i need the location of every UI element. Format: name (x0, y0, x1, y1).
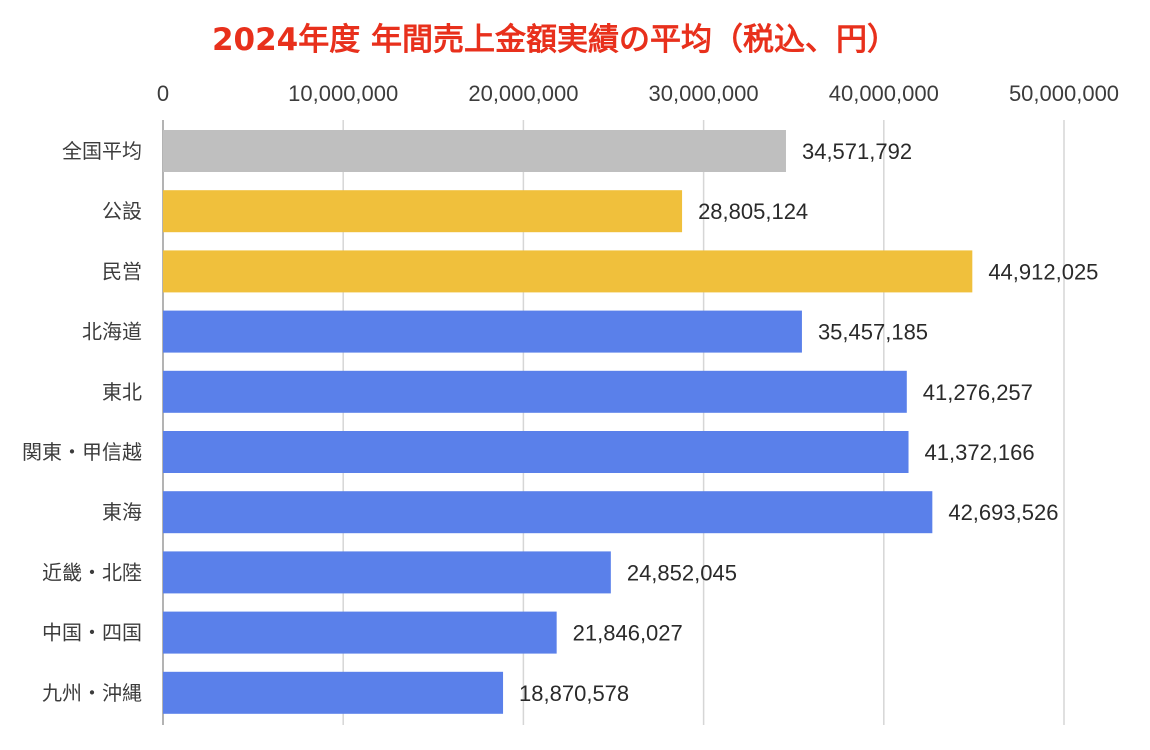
x-tick-label-5: 50,000,000 (1009, 81, 1119, 106)
x-tick-label-2: 20,000,000 (468, 81, 578, 106)
category-label-9: 九州・沖縄 (42, 681, 142, 705)
category-label-6: 東海 (102, 500, 142, 524)
x-tick-label-4: 40,000,000 (829, 81, 939, 106)
data-label-3: 35,457,185 (818, 320, 928, 345)
bar-2 (163, 250, 973, 293)
chart-title: 2024年度 年間売上金額実績の平均（税込、円） (211, 22, 899, 58)
category-label-4: 東北 (102, 380, 142, 404)
bar-1 (163, 190, 683, 233)
category-label-3: 北海道 (82, 320, 142, 344)
data-label-7: 24,852,045 (627, 560, 737, 585)
data-labels: 34,571,792 28,805,124 44,912,025 35,457,185… (519, 139, 1098, 706)
category-label-0: 全国平均 (62, 139, 142, 163)
bar-3 (163, 310, 802, 353)
category-label-5: 関東・甲信越 (22, 440, 142, 464)
x-tick-label-3: 30,000,000 (649, 81, 759, 106)
category-label-8: 中国・四国 (42, 621, 142, 645)
bars (163, 130, 973, 714)
x-tick-label-1: 10,000,000 (288, 81, 398, 106)
category-label-7: 近畿・北陸 (42, 560, 142, 584)
data-label-5: 41,372,166 (925, 440, 1035, 465)
bar-4 (163, 370, 907, 413)
data-label-0: 34,571,792 (802, 139, 912, 164)
x-tick-label-0: 0 (157, 81, 169, 106)
data-label-8: 21,846,027 (573, 621, 683, 646)
data-label-1: 28,805,124 (698, 199, 808, 224)
category-label-1: 公設 (102, 199, 142, 223)
bar-5 (163, 431, 909, 473)
bar-7 (163, 551, 611, 594)
category-label-2: 民営 (102, 259, 142, 283)
bar-6 (163, 491, 933, 534)
bar-8 (163, 611, 557, 654)
data-label-2: 44,912,025 (988, 259, 1098, 284)
bar-9 (163, 671, 504, 714)
data-label-9: 18,870,578 (519, 681, 629, 706)
data-label-4: 41,276,257 (923, 380, 1033, 405)
data-label-6: 42,693,526 (948, 500, 1058, 525)
bar-0 (163, 130, 786, 172)
x-axis-ticks: 0 10,000,000 20,000,000 30,000,000 40,000,00… (157, 81, 1119, 106)
